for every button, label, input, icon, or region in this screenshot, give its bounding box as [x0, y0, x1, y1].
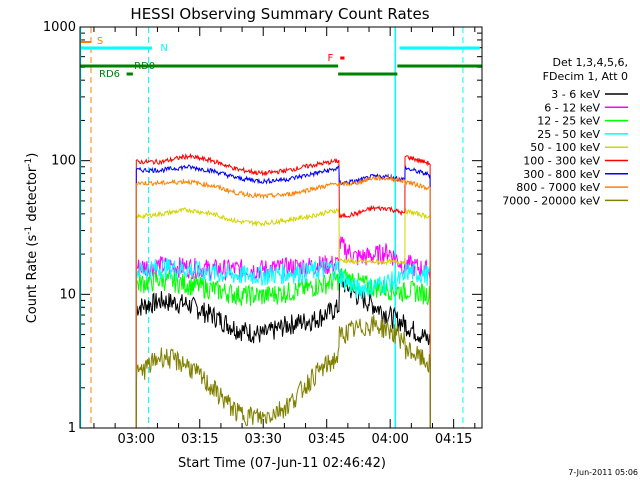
chart-title: HESSI Observing Summary Count Rates	[130, 5, 429, 23]
legend-label-3: 25 - 50 keV	[537, 128, 600, 141]
y-label-end: )	[25, 153, 40, 158]
x-axis-label: Start Time (07-Jun-11 02:46:42)	[178, 456, 386, 471]
y-label-sup1: -1	[24, 226, 34, 235]
legend-label-6: 300 - 800 keV	[523, 168, 600, 181]
series-line-3	[135, 258, 431, 429]
series-line-2	[135, 268, 431, 429]
legend-label-5: 100 - 300 keV	[523, 155, 600, 168]
flare-flag-label: F	[328, 53, 334, 64]
y-label-main: Count Rate (s	[25, 235, 40, 324]
x-tick-label: 03:30	[244, 432, 281, 447]
legend-header-line1: Det 1,3,4,5,6,	[552, 56, 628, 69]
legend-label-1: 6 - 12 keV	[544, 101, 600, 114]
y-label-mid: detector	[25, 166, 40, 226]
series-line-4	[135, 207, 431, 429]
rd0-flag-label: RD0	[134, 61, 155, 72]
y-label-sup2: -1	[24, 158, 34, 167]
footer-date: 7-Jun-2011 05:06	[568, 468, 638, 477]
night-flag-label: N	[160, 43, 167, 54]
legend-header-line2: FDecim 1, Att 0	[543, 70, 628, 83]
legend-label-4: 50 - 100 keV	[530, 141, 600, 154]
y-tick-label: 1000	[43, 20, 76, 35]
x-tick-label: 03:15	[181, 432, 218, 447]
series-line-5	[135, 152, 431, 429]
legend-label-2: 12 - 25 keV	[537, 115, 600, 128]
y-tick-label: 10	[59, 287, 76, 302]
x-tick-label: 03:45	[308, 432, 345, 447]
y-tick-label: 1	[68, 421, 76, 436]
legend-label-0: 3 - 6 keV	[551, 88, 600, 101]
rd6-flag-label: RD6	[99, 69, 120, 80]
saa-flag-label: S	[97, 36, 103, 47]
series-line-7	[135, 174, 431, 429]
x-tick-label: 04:15	[435, 432, 472, 447]
legend-label-7: 800 - 7000 keV	[516, 181, 600, 194]
series-line-0	[135, 271, 431, 429]
plot-frame	[79, 26, 483, 429]
x-tick-label: 04:00	[371, 432, 408, 447]
series-line-6	[135, 164, 431, 429]
y-axis-label: Count Rate (s-1 detector-1)	[24, 153, 40, 324]
series-line-8	[135, 315, 431, 429]
legend-label-8: 7000 - 20000 keV	[502, 194, 600, 207]
x-tick-label: 03:00	[118, 432, 155, 447]
y-tick-label: 100	[51, 154, 76, 169]
